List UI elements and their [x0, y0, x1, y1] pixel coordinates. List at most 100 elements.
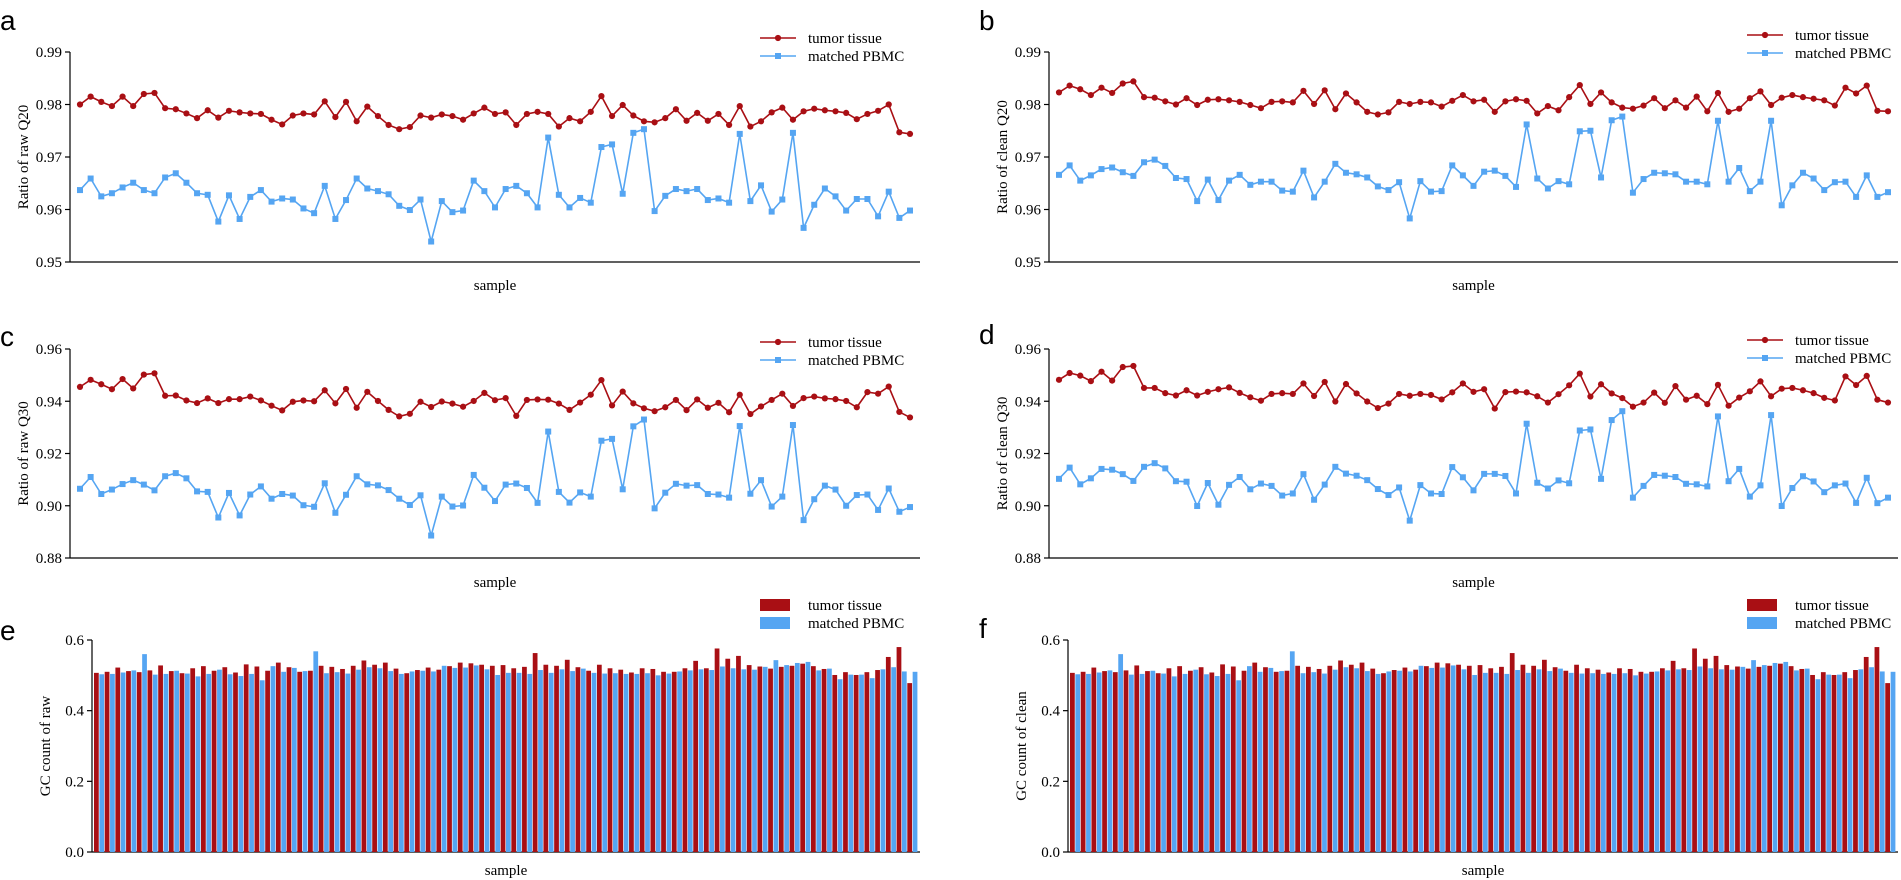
bar	[1289, 651, 1295, 852]
bar	[725, 658, 731, 852]
data-point	[1257, 480, 1264, 487]
bar	[1225, 673, 1231, 852]
data-point	[1789, 384, 1796, 392]
bar	[709, 670, 715, 852]
legend-label: tumor tissue	[808, 31, 882, 47]
data-point	[1459, 91, 1466, 99]
data-point	[1683, 480, 1690, 487]
data-point	[1672, 382, 1679, 390]
bar	[778, 666, 784, 852]
x-axis-title: sample	[485, 863, 528, 879]
data-point	[747, 410, 754, 418]
data-point	[811, 393, 818, 400]
bar	[821, 668, 827, 852]
data-point	[694, 396, 701, 403]
data-point	[1321, 378, 1328, 386]
y-tick-label: 0.95	[1015, 255, 1041, 271]
data-point	[555, 191, 562, 198]
legend-swatch	[1747, 599, 1777, 611]
data-point	[172, 470, 179, 477]
bar	[1107, 670, 1113, 852]
bar	[179, 673, 185, 852]
data-point	[1576, 427, 1583, 434]
bar	[1879, 671, 1885, 852]
bar	[104, 671, 110, 852]
bar	[810, 666, 816, 852]
bar	[564, 659, 570, 852]
bar	[869, 678, 875, 852]
data-point	[1523, 389, 1530, 396]
data-point	[534, 499, 541, 506]
bar	[1488, 668, 1494, 852]
data-point	[843, 502, 850, 509]
bar	[554, 665, 559, 852]
bar	[372, 664, 377, 852]
bar	[1429, 667, 1435, 852]
bar	[1096, 672, 1102, 852]
bar	[885, 656, 891, 852]
data-point	[598, 93, 605, 100]
bar	[682, 668, 688, 852]
bar	[1477, 665, 1483, 852]
data-point	[108, 386, 116, 393]
data-point	[108, 486, 115, 493]
data-point	[385, 487, 392, 494]
data-point	[821, 482, 828, 489]
data-point	[194, 488, 201, 495]
data-point	[98, 98, 105, 105]
bar	[350, 665, 356, 852]
data-point	[758, 182, 765, 189]
data-point	[1555, 391, 1562, 398]
data-point	[1789, 91, 1796, 99]
data-point	[1534, 393, 1541, 400]
data-point	[236, 109, 243, 116]
data-point	[1300, 87, 1307, 94]
data-point	[1736, 465, 1743, 472]
data-point	[662, 192, 669, 199]
data-point	[311, 503, 318, 510]
data-point	[832, 108, 839, 115]
bar	[398, 673, 404, 852]
data-point	[1459, 380, 1466, 387]
data-point	[162, 392, 169, 399]
series-pbmc	[1075, 651, 1896, 852]
bar	[1472, 674, 1478, 852]
data-point	[172, 106, 179, 113]
data-point	[1109, 466, 1116, 473]
data-point	[492, 498, 498, 505]
data-point	[1438, 103, 1445, 110]
bar	[1247, 666, 1252, 852]
data-point	[1449, 464, 1456, 471]
data-point	[885, 188, 892, 195]
data-point	[1619, 104, 1626, 111]
data-point	[523, 110, 531, 118]
data-point	[1162, 162, 1169, 169]
data-point	[1364, 174, 1371, 181]
data-point	[704, 404, 711, 411]
legend-label: matched PBMC	[808, 616, 904, 632]
data-point	[1098, 166, 1105, 173]
data-point	[1172, 478, 1179, 485]
data-point	[1438, 490, 1445, 497]
bar	[875, 670, 880, 852]
bar	[1075, 674, 1081, 852]
bar	[816, 670, 822, 852]
bar	[425, 667, 431, 852]
data-point	[1725, 178, 1732, 185]
y-tick-label: 0.99	[36, 45, 62, 61]
bar	[650, 668, 656, 852]
data-point	[1332, 106, 1339, 113]
bar	[308, 670, 313, 852]
data-point	[1300, 471, 1307, 478]
bar	[1633, 675, 1638, 852]
data-point	[119, 375, 126, 383]
bar	[629, 672, 634, 852]
data-point	[1821, 97, 1828, 104]
data-point	[1810, 390, 1817, 397]
data-point	[1321, 481, 1328, 488]
data-point	[1481, 168, 1488, 175]
data-point	[736, 391, 743, 398]
data-point	[1778, 202, 1785, 209]
data-point	[1119, 471, 1126, 478]
bar	[1869, 667, 1874, 852]
